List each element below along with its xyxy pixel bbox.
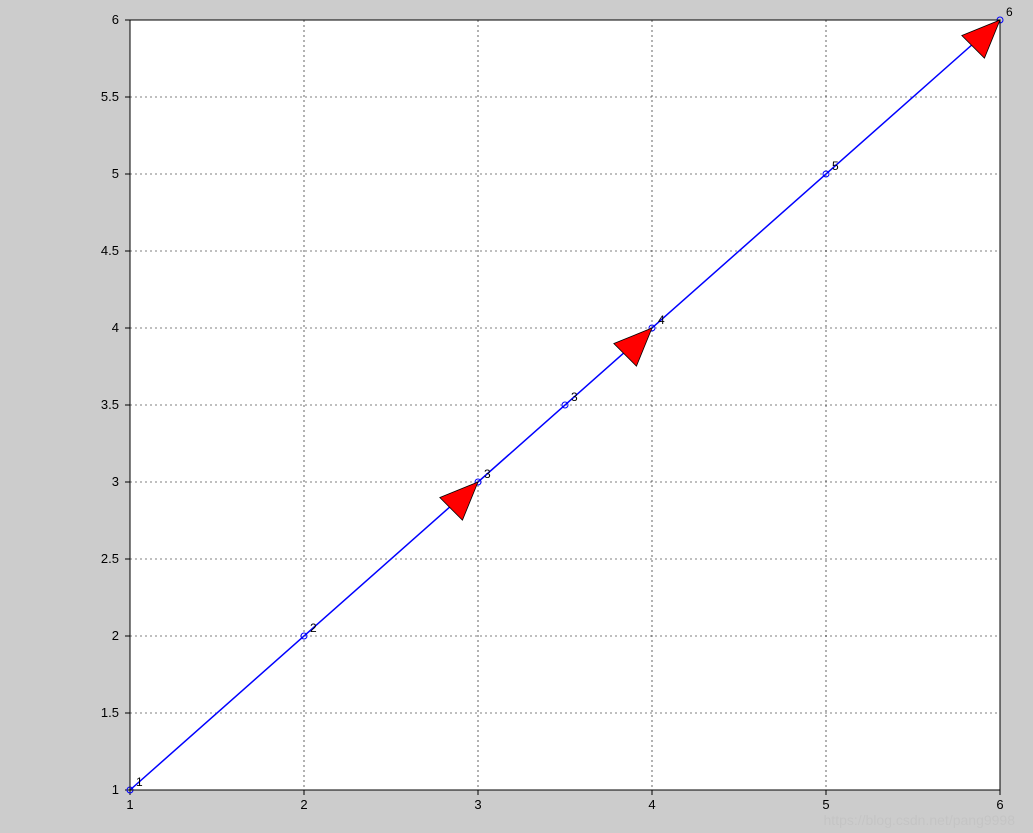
data-point-label: 3 [571,390,578,404]
x-tick-label: 1 [126,797,133,812]
y-tick-label: 3.5 [101,397,119,412]
data-point-label: 6 [1006,5,1013,19]
data-point-label: 5 [832,159,839,173]
y-tick-label: 1 [112,782,119,797]
data-point-label: 4 [658,313,665,327]
y-tick-label: 5.5 [101,89,119,104]
x-tick-label: 5 [822,797,829,812]
y-tick-label: 2 [112,628,119,643]
y-tick-label: 6 [112,12,119,27]
y-tick-label: 2.5 [101,551,119,566]
x-tick-label: 4 [648,797,655,812]
chart-svg: 12345611.522.533.544.555.561233456https:… [0,0,1033,833]
chart-container: 12345611.522.533.544.555.561233456https:… [0,0,1033,833]
y-tick-label: 3 [112,474,119,489]
y-tick-label: 4 [112,320,119,335]
data-point-label: 2 [310,621,317,635]
x-tick-label: 3 [474,797,481,812]
y-tick-label: 1.5 [101,705,119,720]
x-tick-label: 6 [996,797,1003,812]
watermark-text: https://blog.csdn.net/pang9998 [824,812,1016,828]
x-tick-label: 2 [300,797,307,812]
data-point-label: 3 [484,467,491,481]
data-point-label: 1 [136,775,143,789]
y-tick-label: 4.5 [101,243,119,258]
y-tick-label: 5 [112,166,119,181]
